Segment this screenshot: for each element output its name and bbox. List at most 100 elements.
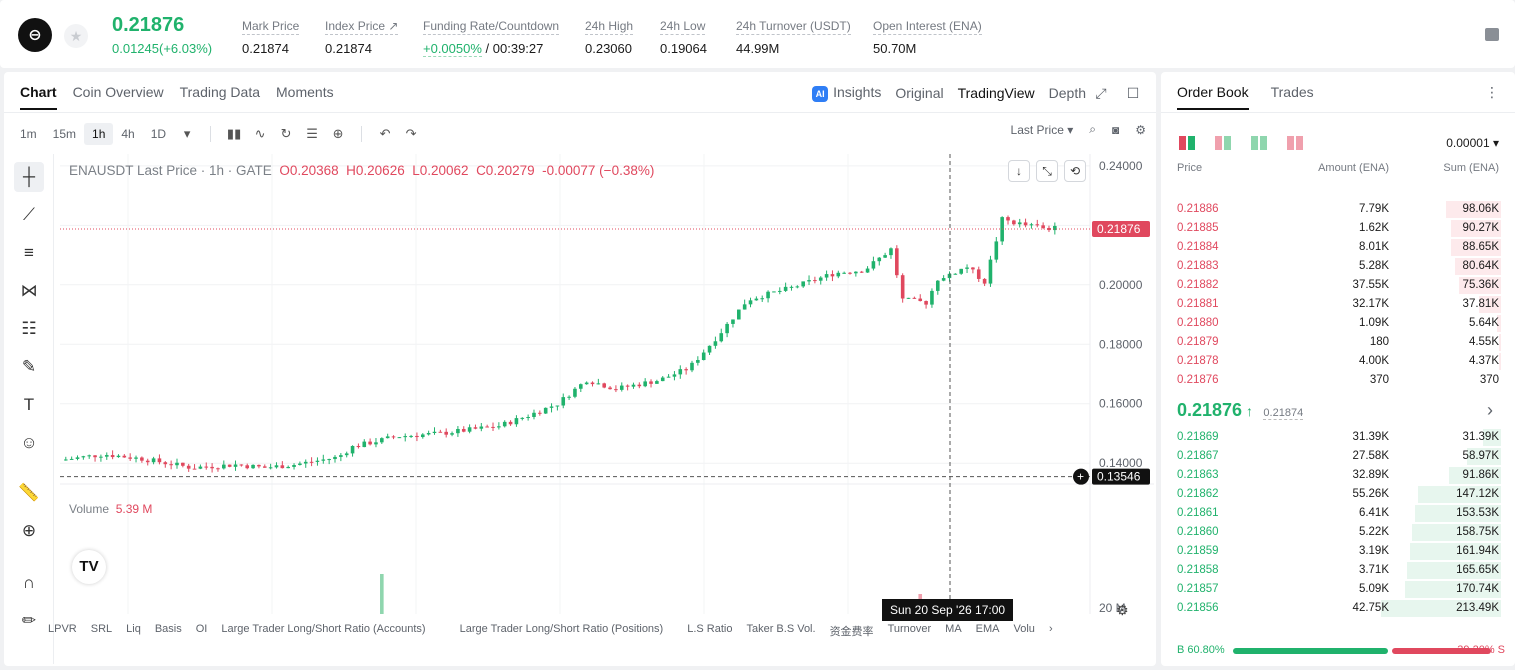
indicator-lt-positions[interactable]: Large Trader Long/Short Ratio (Positions… (459, 623, 664, 635)
bid-row[interactable]: 0.21867 27.58K 58.97K (1161, 447, 1515, 466)
add-alert-icon[interactable]: ⊕ (332, 126, 344, 141)
collapse-icon[interactable]: ⤡ (1036, 160, 1058, 182)
gear-icon[interactable]: ⚙ (1135, 122, 1146, 137)
ask-row[interactable]: 0.21885 1.62K 90.27K (1161, 219, 1515, 238)
stat-funding-rate[interactable]: Funding Rate/Countdown +0.0050% / 00:39:2… (423, 19, 560, 57)
redo-icon[interactable]: ↷ (405, 126, 417, 141)
layout-bids-icon[interactable] (1251, 136, 1267, 150)
indicator-ema[interactable]: EMA (975, 623, 1000, 635)
stat-index-price[interactable]: Index Price ↗ 0.21874 (325, 19, 399, 56)
bid-row[interactable]: 0.21857 5.09K 170.74K (1161, 580, 1515, 599)
indicator-ls-ratio[interactable]: L.S Ratio (687, 623, 733, 635)
camera-icon[interactable]: ◙ (1111, 122, 1120, 137)
ask-price: 0.21886 (1177, 203, 1219, 215)
ask-row[interactable]: 0.21886 7.79K 98.06K (1161, 200, 1515, 219)
interval-1h[interactable]: 1h (84, 123, 114, 145)
ask-row[interactable]: 0.21878 4.00K 4.37K (1161, 352, 1515, 371)
indicators-icon[interactable]: ∿ (254, 126, 266, 141)
bid-row[interactable]: 0.21863 32.89K 91.86K (1161, 466, 1515, 485)
ask-row[interactable]: 0.21876 370 370 (1161, 371, 1515, 390)
indicator-turnover[interactable]: Turnover (887, 623, 932, 635)
chevron-right-icon[interactable]: › (1487, 400, 1493, 420)
bid-row[interactable]: 0.21860 5.22K 158.75K (1161, 523, 1515, 542)
undo-icon[interactable]: ↶ (379, 126, 391, 141)
indicator-lpvr[interactable]: LPVR (48, 623, 77, 635)
candle-type-icon[interactable]: ▮▮ (226, 126, 242, 141)
interval-1d[interactable]: 1D (150, 127, 167, 141)
indicator-oi[interactable]: OI (195, 623, 208, 635)
chart-settings-icon[interactable]: ⚙ (1116, 602, 1129, 618)
refresh-icon[interactable]: ⟲ (1064, 160, 1086, 182)
ask-row[interactable]: 0.21880 1.09K 5.64K (1161, 314, 1515, 333)
expand-icon[interactable]: ⤢ (1095, 85, 1107, 101)
interval-1m[interactable]: 1m (20, 127, 37, 141)
ena-logo-icon: ⊖ (18, 18, 52, 52)
window-icon[interactable]: ☐ (1126, 85, 1140, 101)
trendline-icon[interactable]: ⟋ (23, 205, 35, 224)
favorite-star-icon[interactable]: ★ (64, 24, 88, 48)
indicator-srl[interactable]: SRL (90, 623, 113, 635)
emoji-icon[interactable]: ☺ (20, 433, 38, 452)
price-tick-label: 0.18000 (1099, 337, 1143, 351)
price-type-select[interactable]: Last Price ▾ (1010, 122, 1074, 137)
book-icon[interactable] (1485, 28, 1499, 41)
ask-row[interactable]: 0.21884 8.01K 88.65K (1161, 238, 1515, 257)
bid-row[interactable]: 0.21869 31.39K 31.39K (1161, 428, 1515, 447)
arrow-down-icon[interactable]: ↓ (1008, 160, 1030, 182)
interval-15m[interactable]: 15m (52, 127, 77, 141)
tab-chart[interactable]: Chart (20, 84, 57, 110)
candle (432, 431, 437, 434)
more-icon[interactable]: ⋮ (1485, 84, 1499, 100)
tab-order-book[interactable]: Order Book (1177, 84, 1249, 110)
divider (361, 126, 363, 142)
layout-split-icon[interactable] (1215, 136, 1231, 150)
zoom-in-icon[interactable]: ⊕ (21, 521, 37, 540)
ruler-icon[interactable]: 📏 (18, 483, 40, 502)
tab-original[interactable]: Original (895, 85, 944, 101)
tab-moments[interactable]: Moments (276, 84, 334, 100)
chevron-right-icon[interactable]: › (1048, 623, 1053, 635)
chevron-down-icon[interactable]: ▾ (183, 126, 191, 141)
crosshair-icon[interactable]: ┼ (14, 162, 44, 192)
indicator-funding[interactable]: 资金费率 (829, 626, 874, 638)
ask-row[interactable]: 0.21879 180 4.55K (1161, 333, 1515, 352)
ask-row[interactable]: 0.21881 32.17K 37.81K (1161, 295, 1515, 314)
pattern-icon[interactable]: ⋈ (20, 281, 38, 300)
tab-trading-data[interactable]: Trading Data (179, 84, 261, 100)
precision-select[interactable]: 0.00001 ▾ (1446, 136, 1499, 150)
indicator-liq[interactable]: Liq (126, 623, 141, 635)
indicator-volume[interactable]: Volu (1013, 623, 1035, 635)
templates-icon[interactable]: ☰ (306, 126, 318, 141)
tab-depth[interactable]: Depth (1048, 85, 1086, 101)
bid-row[interactable]: 0.21862 55.26K 147.12K (1161, 485, 1515, 504)
ask-row[interactable]: 0.21882 37.55K 75.36K (1161, 276, 1515, 295)
indicator-ma[interactable]: MA (945, 623, 962, 635)
ask-row[interactable]: 0.21883 5.28K 80.64K (1161, 257, 1515, 276)
tab-coin-overview[interactable]: Coin Overview (72, 84, 164, 100)
text-icon[interactable]: T (23, 395, 35, 414)
layout-asks-icon[interactable] (1287, 136, 1303, 150)
fib-icon[interactable]: ☷ (21, 319, 37, 338)
replay-icon[interactable]: ↻ (280, 126, 292, 141)
bid-row[interactable]: 0.21858 3.71K 165.65K (1161, 561, 1515, 580)
interval-4h[interactable]: 4h (121, 127, 135, 141)
parallel-lines-icon[interactable]: ≡ (24, 243, 34, 262)
mid-price-row[interactable]: 0.21876 ↑ 0.21874 › (1177, 400, 1499, 422)
bid-row[interactable]: 0.21856 42.75K 213.49K (1161, 599, 1515, 618)
tab-trades[interactable]: Trades (1270, 84, 1314, 100)
bid-row[interactable]: 0.21859 3.19K 161.94K (1161, 542, 1515, 561)
bid-row[interactable]: 0.21861 6.41K 153.53K (1161, 504, 1515, 523)
search-icon[interactable]: ⌕ (1089, 122, 1096, 136)
indicator-taker-vol[interactable]: Taker B.S Vol. (746, 623, 816, 635)
pencil-icon[interactable]: ✏ (21, 611, 37, 630)
indicator-basis[interactable]: Basis (154, 623, 182, 635)
tab-tradingview[interactable]: TradingView (957, 85, 1035, 101)
stat-mark-price[interactable]: Mark Price 0.21874 (242, 19, 300, 56)
brush-icon[interactable]: ✎ (21, 357, 37, 376)
indicator-lt-accounts[interactable]: Large Trader Long/Short Ratio (Accounts) (221, 623, 426, 635)
layout-both-icon[interactable] (1179, 136, 1195, 150)
magnet-icon[interactable]: ∩ (22, 573, 36, 592)
tab-insights[interactable]: AI Insights (812, 84, 881, 102)
candle (637, 384, 642, 387)
